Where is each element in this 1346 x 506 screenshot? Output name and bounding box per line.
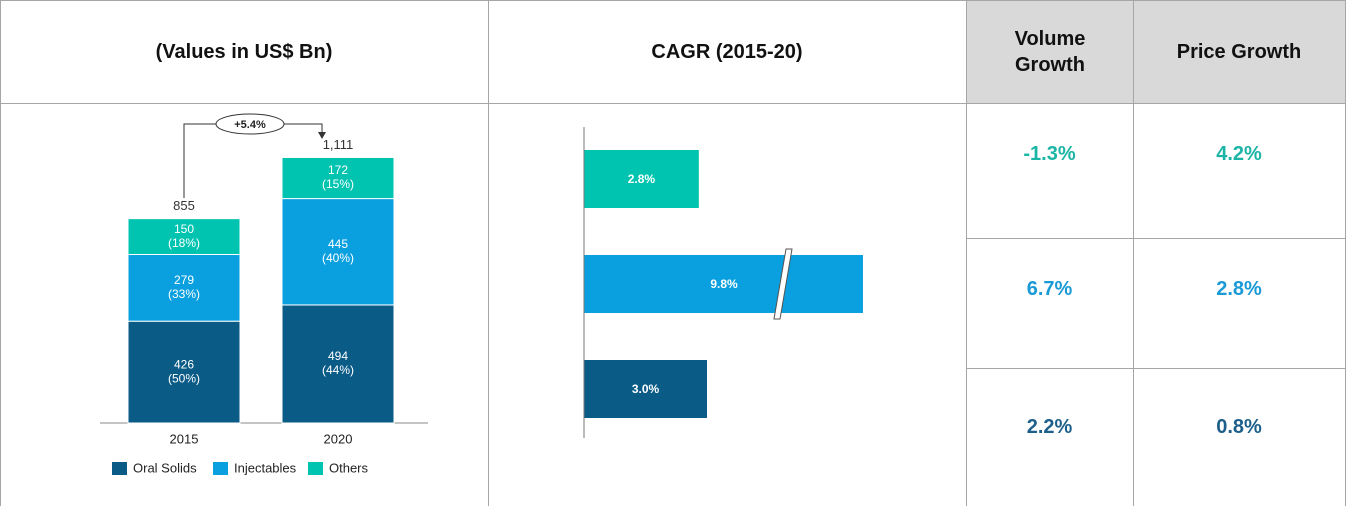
bar-segment	[281, 198, 395, 306]
bar-label: 3.0%	[632, 382, 660, 396]
bar	[584, 255, 863, 313]
segment-share: (40%)	[322, 251, 354, 265]
header-shade	[966, 0, 1345, 103]
header-cell: (Values in US$ Bn)	[155, 40, 333, 63]
segment-value: 279	[174, 273, 194, 287]
border	[1133, 0, 1134, 506]
value-cell: 0.8%	[1216, 416, 1262, 438]
value-cell: 2.2%	[1026, 416, 1073, 438]
bar	[584, 360, 707, 418]
segment-share: (50%)	[168, 371, 200, 385]
bar-label: 9.8%	[710, 277, 738, 291]
border	[966, 0, 967, 506]
header-cell: CAGR (2015-20)	[651, 40, 803, 63]
segment-value: 426	[174, 357, 194, 371]
segment-share: (18%)	[168, 236, 200, 250]
total-label: 855	[173, 198, 195, 213]
legend-label: Injectables	[234, 460, 297, 475]
legend-swatch	[213, 462, 228, 475]
total-label: 1,111	[323, 137, 354, 152]
annotation-bubble	[215, 113, 285, 135]
segment-share: (33%)	[168, 287, 200, 301]
x-tick-label: 2015	[170, 431, 199, 446]
border	[966, 238, 1346, 239]
segment-share: (15%)	[322, 177, 354, 191]
x-tick-label: 2020	[324, 431, 353, 446]
segment-value: 445	[328, 237, 348, 251]
border	[966, 368, 1346, 369]
header-cell: Price Growth	[1176, 40, 1302, 63]
legend-swatch	[308, 462, 323, 475]
segment-value: 494	[328, 349, 348, 363]
value-cell: -1.3%	[1023, 143, 1076, 165]
bar-label: 2.8%	[628, 172, 656, 186]
header-cell: Volume Growth	[1014, 27, 1086, 76]
legend-swatch	[112, 462, 127, 475]
bar-segment	[127, 320, 241, 424]
legend-label: Others	[329, 460, 369, 475]
border	[0, 0, 1, 506]
value-cell: 6.7%	[1026, 278, 1073, 300]
segment-value: 150	[174, 222, 194, 236]
value-cell: 4.2%	[1216, 143, 1262, 165]
bar-segment	[281, 304, 395, 424]
bar-segment	[127, 218, 241, 256]
annotation: +5.4%	[234, 119, 266, 131]
segment-share: (44%)	[322, 363, 354, 377]
axis-break	[773, 248, 793, 320]
border	[488, 0, 489, 506]
segment-value: 172	[328, 163, 348, 177]
bar-segment	[281, 156, 395, 200]
border	[0, 0, 1346, 1]
legend-label: Oral Solids	[133, 460, 197, 475]
border	[0, 103, 1346, 104]
value-cell: 2.8%	[1216, 278, 1262, 300]
arrow-head	[318, 132, 326, 139]
bar	[584, 150, 699, 208]
